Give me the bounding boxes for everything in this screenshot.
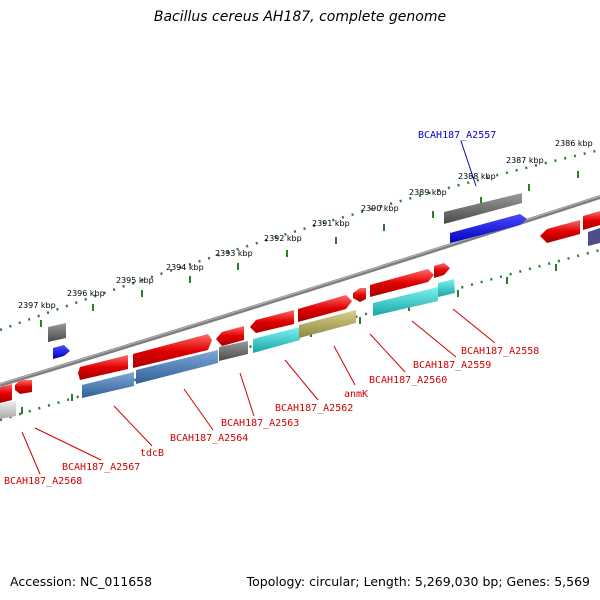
- gene-label[interactable]: BCAH187_A2568: [4, 476, 82, 487]
- gene-feature-blue[interactable]: [450, 214, 527, 243]
- gene-feature-red[interactable]: [78, 355, 128, 380]
- scale-label: 2394 kbp: [166, 263, 204, 272]
- gene-feature-slate[interactable]: [588, 228, 600, 246]
- gene-label[interactable]: BCAH187_A2560: [369, 375, 447, 386]
- gene-feature-gray[interactable]: [444, 193, 522, 224]
- gene-feature-steelblue[interactable]: [82, 372, 134, 398]
- accession-text: Accession: NC_011658: [10, 574, 153, 589]
- gene-feature-red[interactable]: [434, 263, 450, 278]
- gene-feature-red[interactable]: [353, 288, 366, 302]
- scale-label: 2388 kbp: [458, 172, 496, 181]
- map-title: Bacillus cereus AH187, complete genome: [153, 9, 447, 25]
- reverse-feature-track: [0, 263, 455, 419]
- gene-feature-red[interactable]: [0, 384, 12, 403]
- scale-labels: 2386 kbp 2387 kbp 2388 kbp 2389 kbp 2390…: [18, 139, 593, 310]
- gene-feature-red[interactable]: [298, 295, 352, 322]
- scale-label: 2396 kbp: [67, 289, 105, 298]
- forward-feature-track: [48, 193, 600, 359]
- gene-feature-cyan[interactable]: [438, 279, 455, 297]
- label-leader-lines: [21, 140, 496, 475]
- gene-feature-red[interactable]: [15, 380, 32, 394]
- scale-label: 2386 kbp: [555, 139, 593, 148]
- gene-feature-gray[interactable]: [48, 323, 66, 342]
- scale-label: 2389 kbp: [409, 188, 447, 197]
- gene-feature-red[interactable]: [370, 269, 434, 297]
- gene-label[interactable]: tdcB: [140, 448, 164, 459]
- gene-feature-gray[interactable]: [219, 341, 248, 361]
- gene-feature-light[interactable]: [0, 401, 16, 419]
- scale-label: 2390 kbp: [361, 204, 399, 213]
- genome-stats-text: Topology: circular; Length: 5,269,030 bp…: [246, 574, 590, 589]
- gene-label[interactable]: BCAH187_A2559: [413, 360, 491, 371]
- gene-feature-red[interactable]: [540, 220, 580, 243]
- gene-feature-blue[interactable]: [53, 345, 70, 359]
- major-ticks-outer: [40, 171, 579, 327]
- gene-feature-olive[interactable]: [299, 310, 356, 338]
- gene-feature-red[interactable]: [250, 310, 294, 333]
- scale-label: 2393 kbp: [215, 249, 253, 258]
- gene-label[interactable]: BCAH187_A2563: [221, 418, 299, 429]
- scale-label: 2387 kbp: [506, 156, 544, 165]
- gene-label[interactable]: BCAH187_A2562: [275, 403, 353, 414]
- gene-feature-cyan[interactable]: [373, 287, 438, 316]
- gene-feature-cyan[interactable]: [253, 327, 300, 353]
- gene-label[interactable]: BCAH187_A2558: [461, 346, 539, 357]
- gene-label[interactable]: BCAH187_A2567: [62, 462, 140, 473]
- scale-label: 2391 kbp: [312, 219, 350, 228]
- gene-label[interactable]: anmK: [344, 389, 368, 400]
- gene-label[interactable]: BCAH187_A2564: [170, 433, 248, 444]
- gene-labels: BCAH187_A2557 BCAH187_A2558 BCAH187_A255…: [4, 130, 539, 487]
- scale-label: 2392 kbp: [264, 234, 302, 243]
- gene-feature-red[interactable]: [583, 211, 600, 230]
- gene-feature-red[interactable]: [216, 326, 244, 346]
- scale-label: 2397 kbp: [18, 301, 56, 310]
- gene-feature-red[interactable]: [133, 334, 212, 368]
- gene-label[interactable]: BCAH187_A2557: [418, 130, 496, 141]
- scale-label: 2395 kbp: [116, 276, 154, 285]
- gene-feature-steelblue[interactable]: [136, 350, 218, 384]
